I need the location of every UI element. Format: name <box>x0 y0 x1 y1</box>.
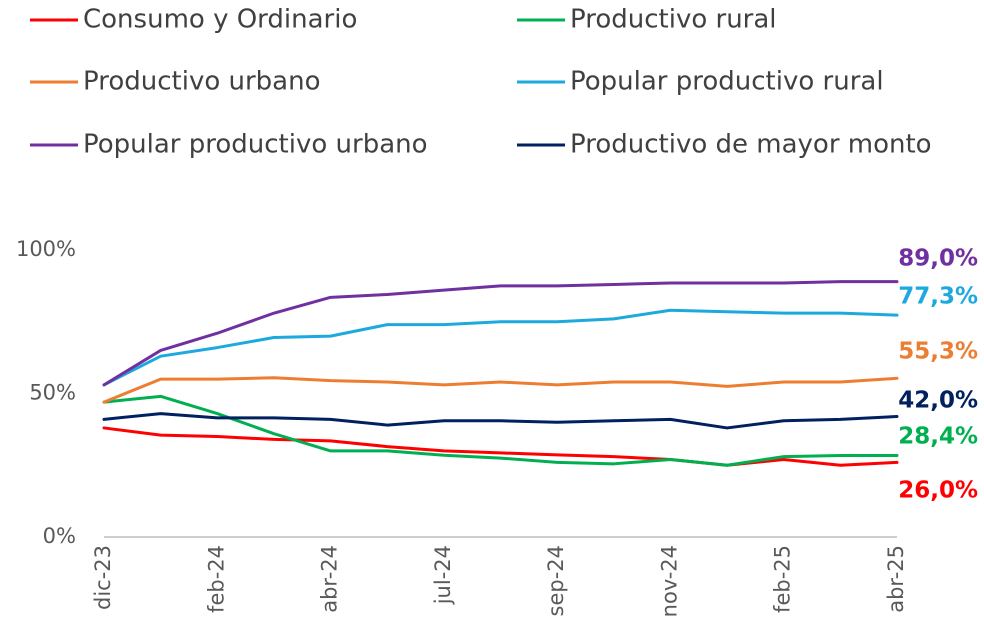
x-tick-label: nov-24 <box>657 545 681 617</box>
y-tick-label: 50% <box>29 381 76 405</box>
series-line <box>102 308 899 387</box>
end-label: 42,0% <box>898 388 978 414</box>
x-tick-label: sep-24 <box>544 545 568 617</box>
end-label: 26,0% <box>898 478 978 504</box>
y-tick-label: 0% <box>43 524 76 548</box>
x-tick-label: dic-23 <box>91 545 115 610</box>
legend-label: Productivo urbano <box>83 67 321 97</box>
x-tick-label: abr-25 <box>884 545 908 613</box>
end-label: 89,0% <box>898 246 978 272</box>
series-line <box>102 412 899 430</box>
end-label: 55,3% <box>898 339 978 365</box>
series-line <box>102 280 899 387</box>
legend-label: Productivo rural <box>570 5 777 35</box>
x-tick-label: abr-24 <box>318 545 342 613</box>
end-label: 77,3% <box>898 284 978 310</box>
series-line <box>102 394 899 467</box>
series-line <box>102 376 899 404</box>
x-tick-label: feb-24 <box>204 545 228 613</box>
series-line <box>102 426 899 467</box>
y-tick-label: 100% <box>16 237 76 261</box>
end-label: 28,4% <box>898 424 978 450</box>
x-tick-label: feb-25 <box>771 545 795 613</box>
legend-label: Productivo de mayor monto <box>570 130 932 160</box>
legend-label: Popular productivo rural <box>570 67 884 97</box>
legend-label: Consumo y Ordinario <box>83 5 357 35</box>
x-tick-label: jul-24 <box>431 545 455 605</box>
legend-label: Popular productivo urbano <box>83 130 428 160</box>
